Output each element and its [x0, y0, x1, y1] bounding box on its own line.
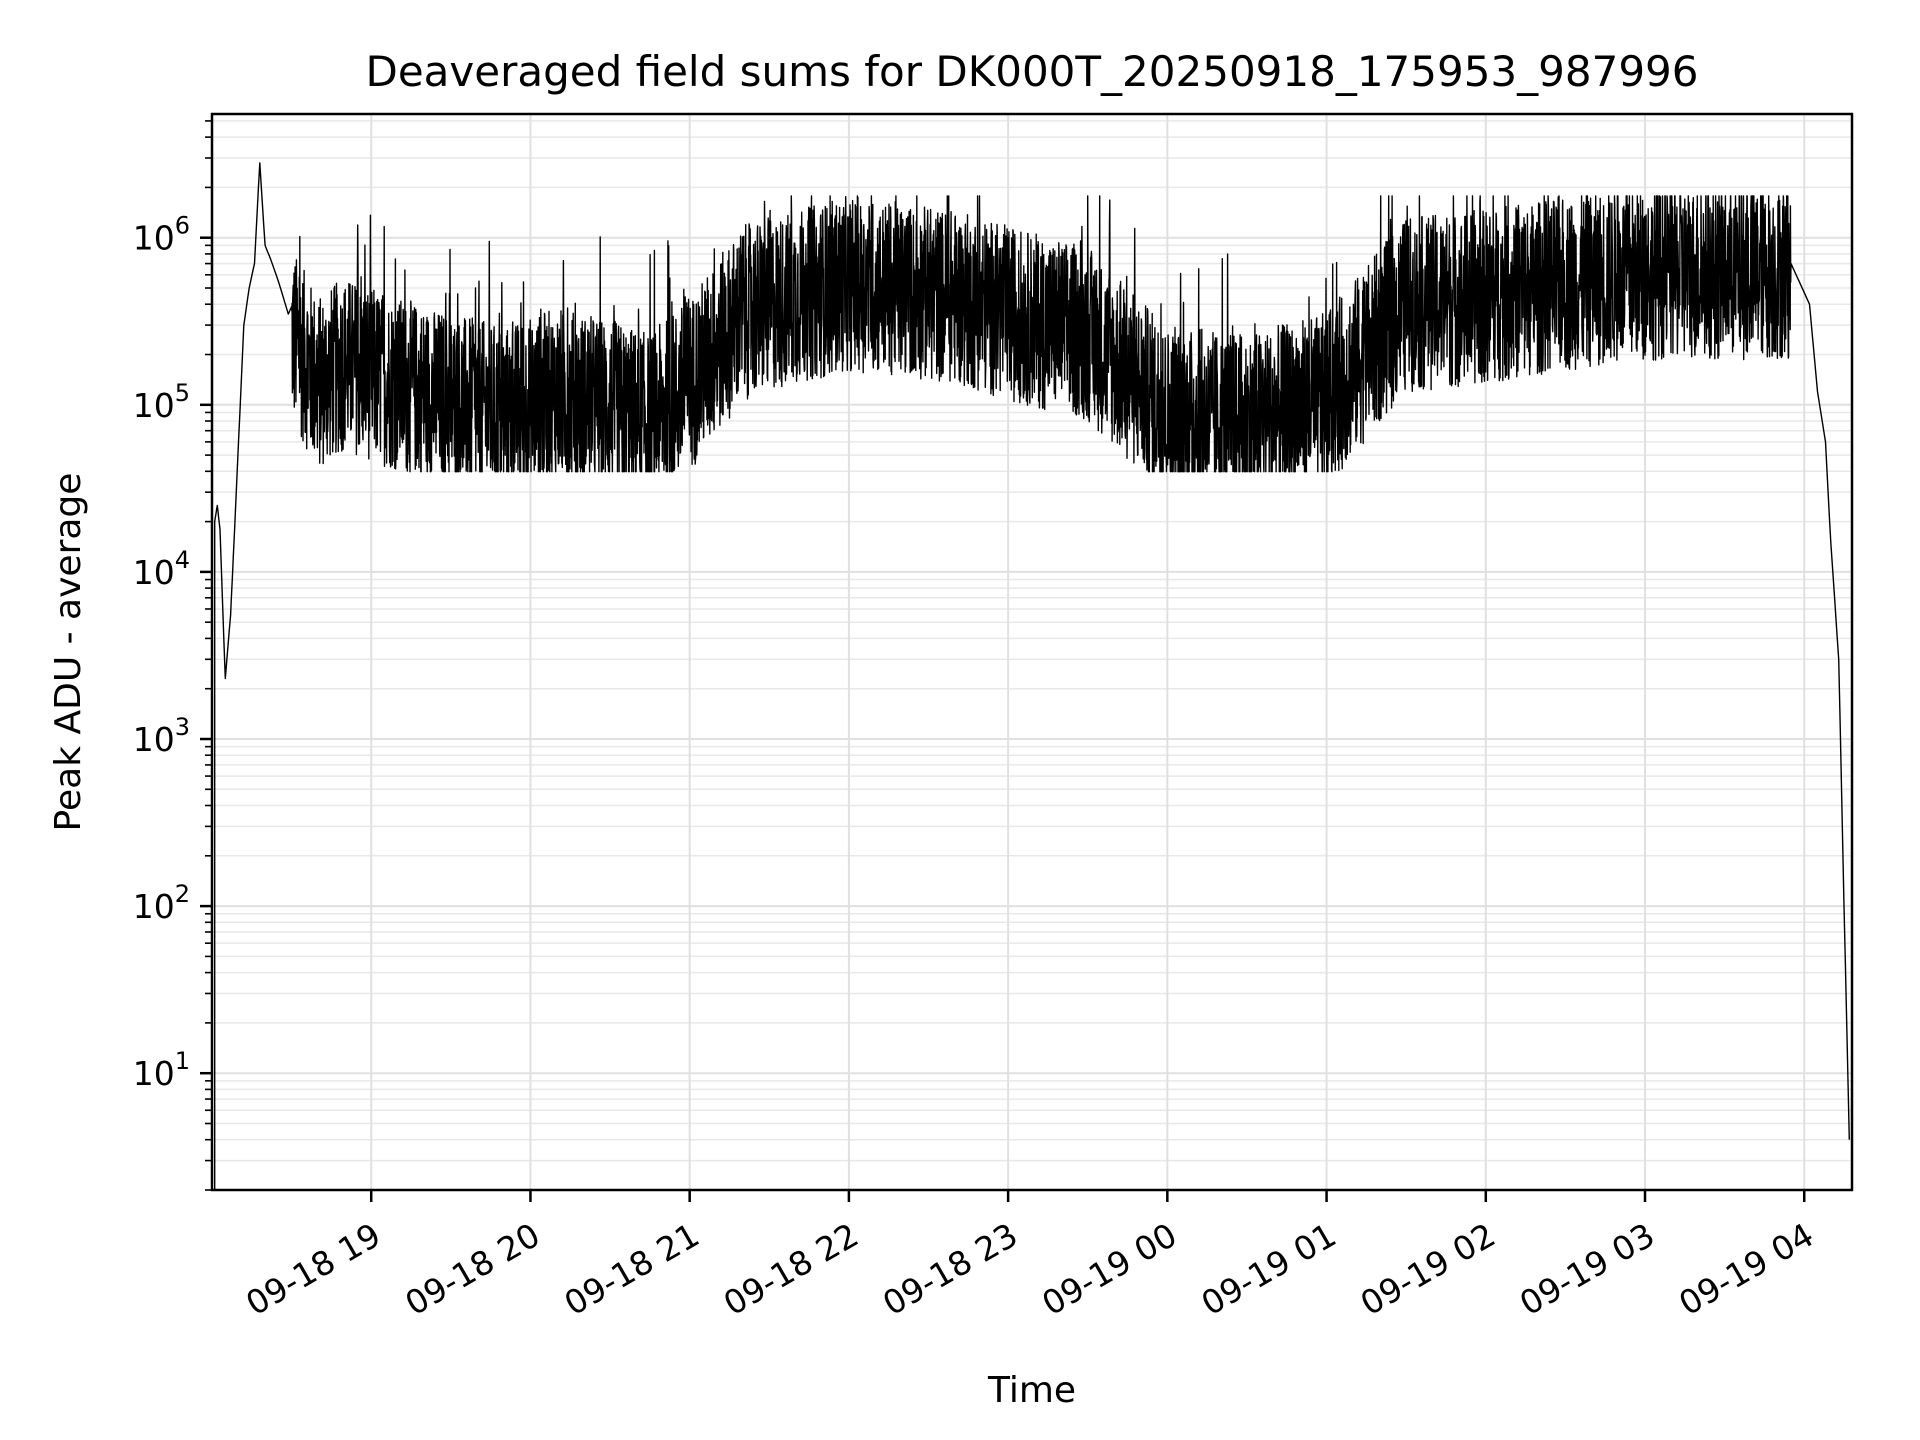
y-tick-label: 101: [133, 1047, 190, 1093]
plot-frame: [210, 112, 1854, 1192]
y-tick-label: 106: [133, 212, 190, 258]
series-line: [214, 162, 1850, 1190]
y-tick-label: 105: [133, 379, 190, 425]
y-tick-label: 103: [133, 713, 190, 759]
series-layer: [214, 162, 1850, 1190]
y-tick-label: 102: [133, 880, 190, 926]
chart-title: Deaveraged field sums for DK000T_2025091…: [366, 47, 1699, 96]
tick-layer: [200, 120, 1806, 1202]
y-axis-label: Peak ADU - average: [48, 473, 89, 832]
y-tick-label: 104: [133, 546, 190, 592]
x-axis-label: Time: [987, 1370, 1076, 1411]
